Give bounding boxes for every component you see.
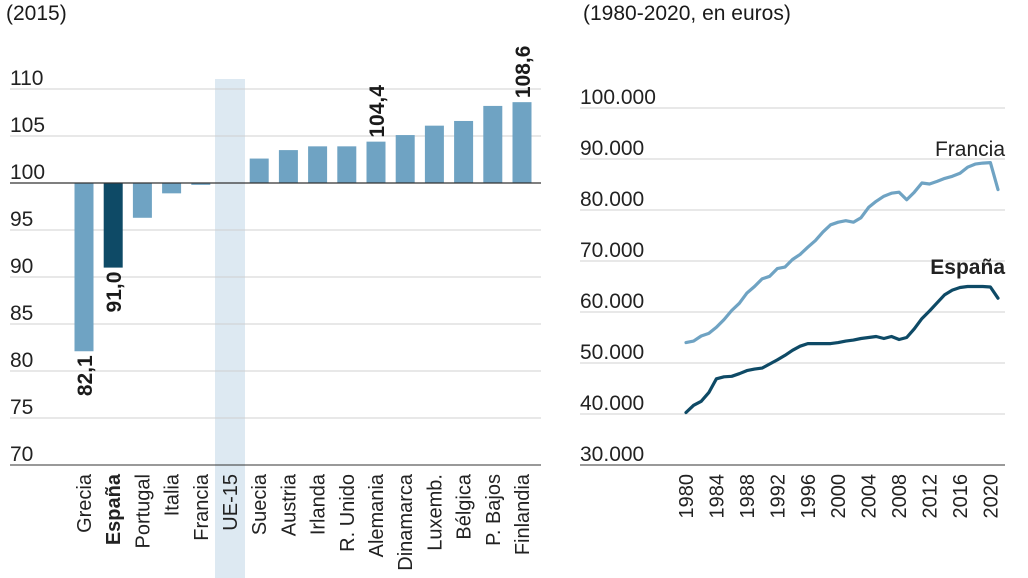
line-x-tick-label: 1992 [767, 474, 789, 519]
bar-category-label: UE-15 [220, 474, 242, 531]
bar-category-label: Francia [191, 473, 213, 541]
line-x-tick-label: 2020 [980, 474, 1002, 519]
bar-bélgica [454, 120, 474, 183]
bar-data-label: 108,6 [512, 46, 535, 99]
bar-category-label: Austria [278, 473, 300, 536]
line-y-tick-label: 70.000 [580, 239, 644, 262]
bar-category-label: Bélgica [454, 473, 476, 539]
bar-category-label: Finlandia [512, 473, 534, 555]
bar-austria [278, 150, 298, 183]
bar-suecia [249, 158, 269, 183]
bar-category-label: Portugal [132, 474, 154, 549]
bar-category-label: Luxemb. [424, 474, 446, 551]
bar-y-tick-label: 75 [10, 396, 33, 419]
bar-p-bajos [483, 105, 503, 183]
bar-irlanda [308, 146, 328, 183]
bar-category-label: Dinamarca [395, 473, 417, 571]
ue15-band [215, 79, 245, 578]
line-y-tick-label: 100.000 [580, 86, 656, 109]
line-x-tick-label: 2004 [859, 474, 881, 519]
bar-data-label: 91,0 [103, 272, 126, 313]
bar-data-label: 104,4 [366, 85, 389, 138]
line-x-tick-label: 1980 [676, 474, 698, 519]
bar-category-label: Alemania [366, 473, 388, 557]
bar-dinamarca [395, 135, 415, 183]
bar-category-label: P. Bajos [483, 474, 505, 546]
line-y-tick-label: 60.000 [580, 290, 644, 313]
bar-y-tick-label: 110 [10, 67, 43, 90]
bar-portugal [132, 183, 152, 218]
right-chart-subtitle: (1980-2020, en euros) [583, 2, 791, 25]
left-chart-subtitle: (2015) [6, 2, 67, 25]
series-label-francia: Francia [935, 138, 1005, 161]
bar-y-tick-label: 100 [10, 161, 45, 184]
bar-españa [103, 183, 123, 268]
bar-y-tick-label: 70 [10, 443, 33, 466]
line-y-tick-label: 30.000 [580, 443, 644, 466]
bar-grecia [74, 183, 94, 352]
bar-finlandia [512, 102, 532, 183]
bar-luxemb- [424, 125, 444, 183]
line-x-tick-label: 2016 [950, 474, 972, 519]
line-y-tick-label: 80.000 [580, 188, 644, 211]
line-y-tick-label: 90.000 [580, 137, 644, 160]
bar-category-label: Grecia [74, 473, 96, 533]
bar-data-label: 82,1 [74, 355, 97, 396]
line-x-tick-label: 2008 [889, 474, 911, 519]
bar-category-label: Suecia [249, 473, 271, 535]
line-x-tick-label: 1996 [798, 474, 820, 519]
line-x-tick-label: 2012 [920, 474, 942, 519]
line-chart: 100.000 90.000 80.000 70.000 60.000 50.000 40.… [580, 86, 1005, 519]
bar-y-tick-label: 90 [10, 255, 33, 278]
line-x-tick-label: 1984 [706, 474, 728, 519]
line-series-espana [684, 284, 1000, 415]
bar-y-tick-label: 105 [10, 114, 45, 137]
line-series-francia [684, 161, 1000, 345]
bar-italia [162, 183, 182, 194]
bar-category-label: España [103, 473, 125, 545]
line-y-tick-label: 50.000 [580, 341, 644, 364]
bar-alemania [366, 141, 386, 183]
bar-chart: 110 105 100 95 90 85 80 75 70 Grecia España Portuga… [10, 46, 541, 578]
line-y-tick-label: 40.000 [580, 392, 644, 415]
bar-category-label: Irlanda [308, 473, 330, 535]
line-x-tick-label: 2000 [828, 474, 850, 519]
series-label-espana: España [930, 256, 1005, 279]
bar-y-tick-label: 95 [10, 208, 33, 231]
bar-y-tick-label: 80 [10, 349, 33, 372]
bar-category-label: R. Unido [337, 474, 359, 552]
bar-r-unido [337, 146, 357, 183]
line-x-tick-label: 1988 [737, 474, 759, 519]
bar-category-label: Italia [162, 473, 184, 516]
bar-y-tick-label: 85 [10, 302, 33, 325]
bar-francia [191, 183, 211, 185]
